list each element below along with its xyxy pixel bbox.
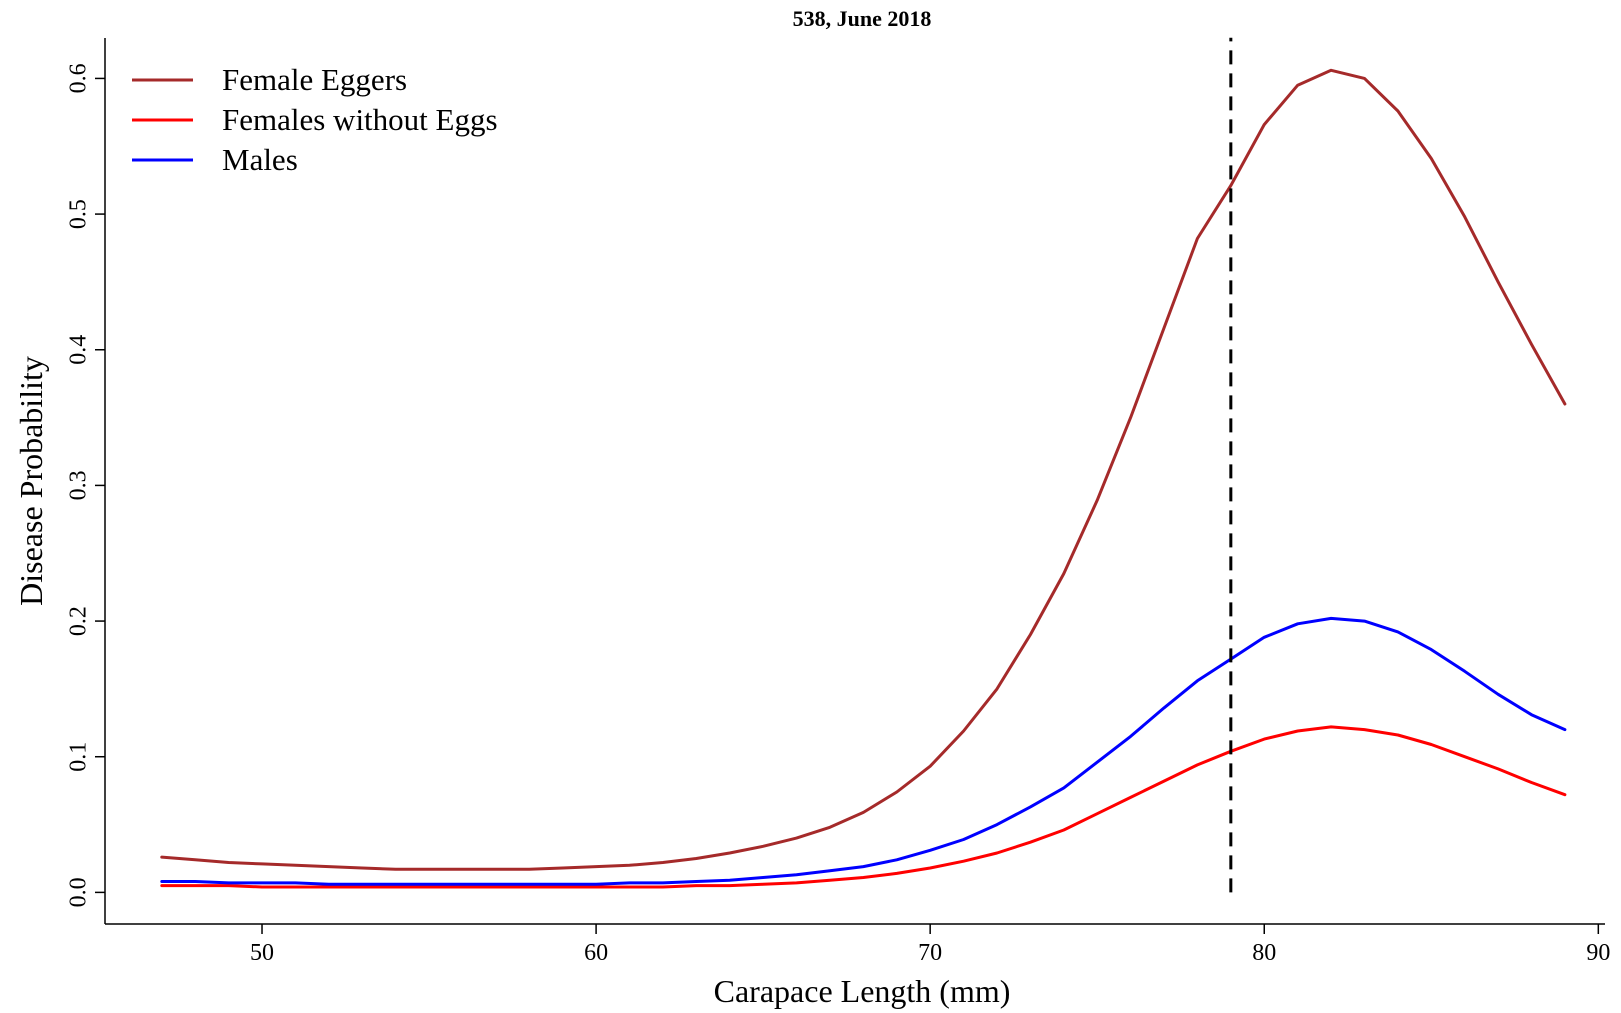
x-ticks: 50 60 70 80 90 [250, 924, 1610, 966]
series-layer [160, 68, 1567, 889]
y-tick-label: 0.4 [65, 335, 91, 365]
y-tick-label: 0.0 [65, 877, 91, 907]
x-axis-label: Carapace Length (mm) [714, 973, 1011, 1009]
legend: Female Eggers Females without Eggs Males [132, 62, 498, 177]
legend-label-2: Females without Eggs [222, 102, 498, 137]
y-axis-label: Disease Probability [13, 356, 49, 606]
x-tick-label: 80 [1252, 940, 1276, 966]
y-tick-label: 0.1 [65, 742, 91, 772]
legend-label-3: Males [222, 142, 298, 177]
y-ticks: 0.0 0.1 0.2 0.3 0.4 0.5 0.6 [65, 63, 105, 907]
series-line-2 [160, 725, 1567, 889]
series-line-1 [160, 68, 1567, 871]
y-tick-label: 0.5 [65, 199, 91, 229]
x-tick-label: 50 [250, 940, 274, 966]
y-tick-label: 0.3 [65, 470, 91, 500]
axes [104, 38, 1605, 925]
x-tick-label: 60 [584, 940, 608, 966]
chart-title: 538, June 2018 [793, 6, 932, 31]
x-tick-label: 90 [1586, 940, 1610, 966]
legend-label-1: Female Eggers [222, 62, 407, 97]
x-tick-label: 70 [918, 940, 942, 966]
y-tick-label: 0.2 [65, 606, 91, 636]
y-tick-label: 0.6 [65, 63, 91, 93]
series-line-3 [160, 616, 1567, 886]
